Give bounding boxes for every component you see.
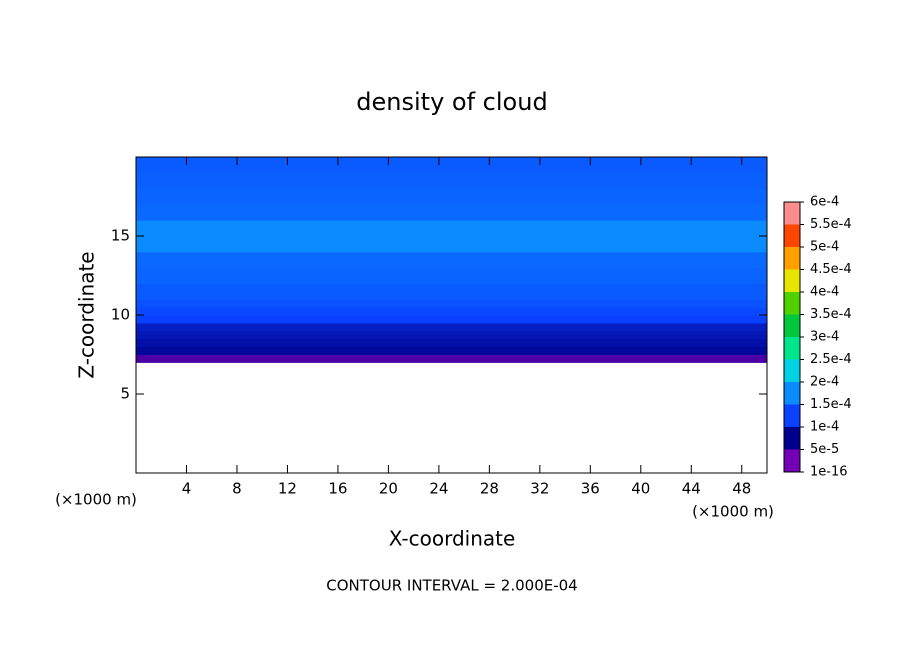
- contour-field: [136, 157, 767, 363]
- colorbar-label: 5e-4: [810, 240, 839, 255]
- y-tick-label: 15: [111, 227, 130, 245]
- colorbar-swatch: [784, 247, 800, 270]
- x-tick-label: 44: [682, 480, 701, 498]
- contour-band: [136, 322, 767, 332]
- contour-band: [136, 283, 767, 300]
- x-tick-label: 20: [379, 480, 398, 498]
- contour-band: [136, 157, 767, 174]
- contour-band: [136, 220, 767, 237]
- y-tick-label: 10: [111, 306, 130, 324]
- colorbar-label: 1e-16: [810, 465, 848, 480]
- x-tick-label: 8: [232, 480, 242, 498]
- contour-band: [136, 251, 767, 269]
- x-tick-label: 24: [429, 480, 448, 498]
- contour-band: [136, 172, 767, 190]
- colorbar-label: 6e-4: [810, 195, 839, 210]
- x-tick-label: 48: [732, 480, 751, 498]
- contour-band: [136, 307, 767, 316]
- y-tick-label: 5: [120, 385, 130, 403]
- x-tick-label: 16: [328, 480, 347, 498]
- x-tick-label: 28: [480, 480, 499, 498]
- colorbar-swatch: [784, 224, 800, 247]
- contour-band: [136, 267, 767, 284]
- colorbar-label: 3e-4: [810, 330, 839, 345]
- colorbar-swatch: [784, 359, 800, 382]
- contour-band: [136, 354, 767, 363]
- contour-band: [136, 338, 767, 348]
- colorbar-swatch: [784, 269, 800, 292]
- y-unit: (×1000 m): [55, 491, 137, 509]
- colorbar-swatch: [784, 382, 800, 405]
- contour-band: [136, 315, 767, 324]
- contour-band: [136, 346, 767, 355]
- x-axis-label: X-coordinate: [389, 527, 516, 551]
- colorbar-swatch: [784, 202, 800, 225]
- colorbar-label: 1e-4: [810, 420, 839, 435]
- colorbar-label: 5e-5: [810, 442, 839, 457]
- x-tick-label: 40: [631, 480, 650, 498]
- chart-title: density of cloud: [356, 88, 547, 116]
- x-tick-label: 36: [581, 480, 600, 498]
- colorbar-label: 5.5e-4: [810, 217, 852, 232]
- x-tick-label: 32: [530, 480, 549, 498]
- y-axis-label: Z-coordinate: [75, 251, 99, 378]
- colorbar-label: 2e-4: [810, 375, 839, 390]
- x-tick-label: 4: [182, 480, 192, 498]
- contour-band: [136, 299, 767, 308]
- x-unit: (×1000 m): [692, 503, 774, 521]
- colorbar-swatch: [784, 404, 800, 427]
- contour-band: [136, 188, 767, 205]
- contour-band: [136, 204, 767, 221]
- colorbar-label: 2.5e-4: [810, 352, 852, 367]
- colorbar-label: 3.5e-4: [810, 307, 852, 322]
- colorbar-swatch: [784, 314, 800, 337]
- contour-band: [136, 236, 767, 253]
- colorbar-swatch: [784, 427, 800, 450]
- colorbar-swatch: [784, 292, 800, 315]
- colorbar-swatch: [784, 449, 800, 472]
- colorbar-swatch: [784, 337, 800, 360]
- colorbar-label: 4.5e-4: [810, 262, 852, 277]
- annotation: CONTOUR INTERVAL = 2.000E-04: [326, 577, 577, 595]
- x-tick-label: 12: [278, 480, 297, 498]
- contour-band: [136, 330, 767, 340]
- colorbar-label: 1.5e-4: [810, 397, 852, 412]
- colorbar-label: 4e-4: [810, 285, 839, 300]
